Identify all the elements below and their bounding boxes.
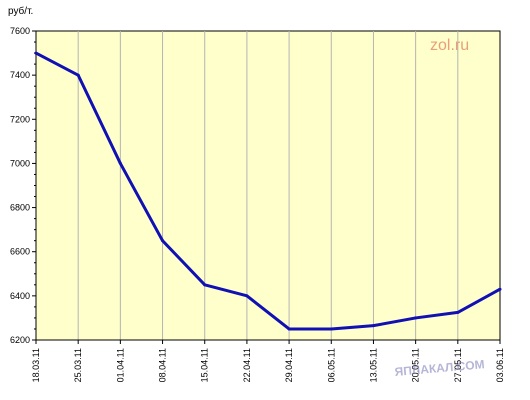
- data-point: [34, 51, 38, 55]
- grid-layer: [77, 31, 459, 340]
- data-point: [287, 327, 291, 331]
- y-tick-label: 7200: [10, 114, 30, 124]
- y-tick-label: 6400: [10, 291, 30, 301]
- data-point: [203, 283, 207, 287]
- x-tick-labels: 18.03.11 25.03.11 01.04.11 08.04.11 15.04.11…: [31, 348, 505, 382]
- data-point: [329, 327, 333, 331]
- x-tick-label: 18.03.11: [31, 348, 41, 382]
- y-unit-label: руб/т.: [8, 5, 33, 17]
- series-line: [35, 51, 501, 331]
- x-tick-label: 25.03.11: [73, 348, 83, 382]
- data-point: [161, 239, 165, 243]
- x-tick-label: 15.04.11: [200, 348, 210, 382]
- data-point: [456, 310, 460, 314]
- y-tick-label: 7600: [10, 26, 30, 36]
- x-tick-label: 22.04.11: [242, 348, 252, 382]
- x-tick-label: 20.05.11: [411, 348, 421, 382]
- data-point: [498, 287, 502, 291]
- x-tick-label: 13.05.11: [368, 348, 378, 382]
- y-tick-label: 6600: [10, 247, 30, 257]
- x-tick-label: 01.04.11: [115, 348, 125, 382]
- watermark: zol.ru: [430, 37, 469, 54]
- x-tick-label: 03.06.11: [495, 348, 505, 382]
- y-tick-label: 6200: [10, 335, 30, 345]
- data-point: [414, 316, 418, 320]
- plot-area: [35, 30, 501, 341]
- data-point: [245, 294, 249, 298]
- data-point: [76, 73, 80, 77]
- data-point: [371, 324, 375, 328]
- y-tick-label: 6800: [10, 203, 30, 213]
- stamp-watermark: ЯПЛАКАЛ.COM: [394, 357, 485, 379]
- x-tick-label: 29.04.11: [284, 348, 294, 382]
- x-tick-label: 06.05.11: [326, 348, 336, 382]
- data-point: [118, 161, 122, 165]
- y-tick-labels: 6200 6400 6600 6800 7000 7200 7400 7600: [10, 26, 30, 345]
- y-tick-label: 7000: [10, 158, 30, 168]
- x-tick-label: 27.05.11: [453, 348, 463, 382]
- data-points: [34, 51, 502, 331]
- y-tick-label: 7400: [10, 70, 30, 80]
- x-tick-label: 08.04.11: [158, 348, 168, 382]
